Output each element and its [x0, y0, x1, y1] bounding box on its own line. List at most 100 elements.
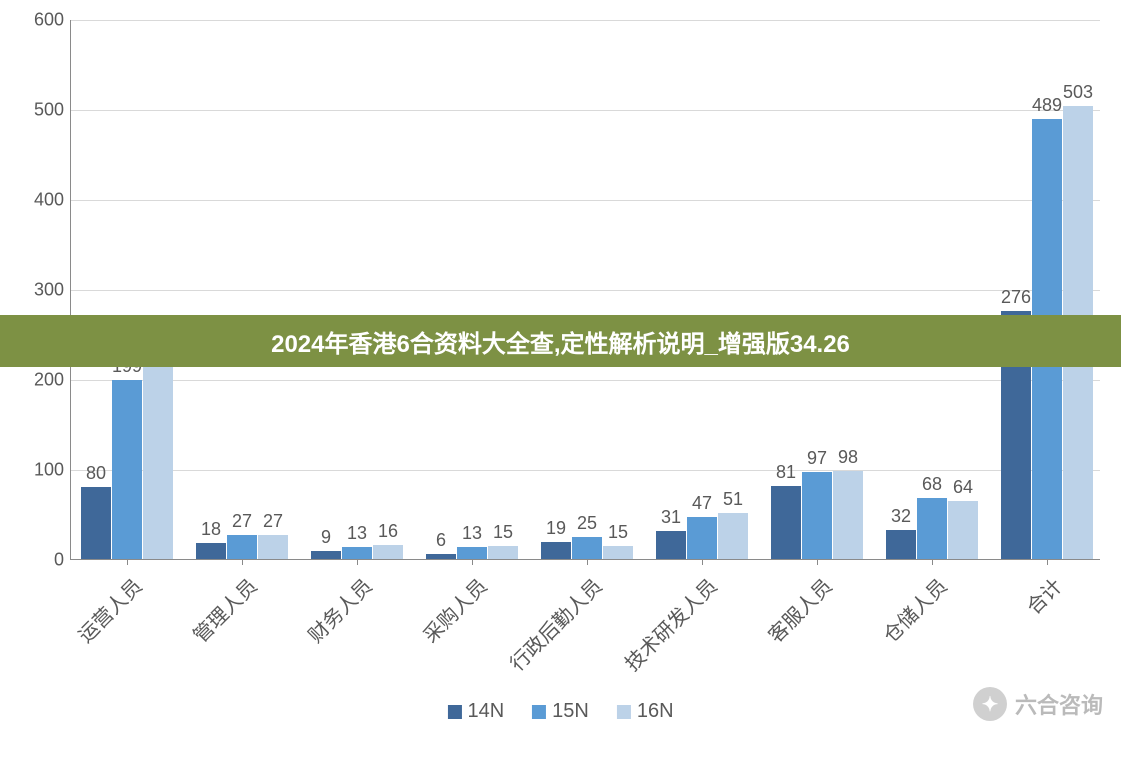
- bar-value-label: 81: [776, 462, 796, 483]
- y-tick-label: 200: [34, 370, 64, 391]
- x-tick: [702, 559, 703, 565]
- legend-swatch: [617, 705, 631, 719]
- y-axis: 0100200300400500600: [20, 20, 70, 560]
- x-tick: [242, 559, 243, 565]
- bar-value-label: 16: [378, 521, 398, 542]
- y-tick-label: 300: [34, 280, 64, 301]
- bar-value-label: 503: [1063, 82, 1093, 103]
- bar-value-label: 15: [608, 522, 628, 543]
- bar: 32: [886, 530, 916, 559]
- bar-value-label: 13: [347, 523, 367, 544]
- legend-item: 15N: [532, 700, 589, 723]
- bar: 98: [833, 471, 863, 559]
- x-tick: [587, 559, 588, 565]
- legend-item: 16N: [617, 700, 674, 723]
- bar: 19: [541, 542, 571, 559]
- bar-value-label: 18: [201, 519, 221, 540]
- bar-value-label: 47: [692, 493, 712, 514]
- bar-value-label: 80: [86, 463, 106, 484]
- bar: 16: [373, 545, 403, 559]
- bar: 47: [687, 517, 717, 559]
- y-tick-label: 100: [34, 460, 64, 481]
- x-tick: [932, 559, 933, 565]
- bar-group: 314751技术研发人员: [656, 20, 748, 559]
- bar: 15: [603, 546, 633, 560]
- bar: 97: [802, 472, 832, 559]
- bar-group: 182727管理人员: [196, 20, 288, 559]
- x-tick-label: 管理人员: [185, 571, 262, 648]
- bar-value-label: 64: [953, 477, 973, 498]
- bar: 51: [718, 513, 748, 559]
- bar-group: 80199217运营人员: [81, 20, 173, 559]
- bar-value-label: 19: [546, 518, 566, 539]
- x-tick: [357, 559, 358, 565]
- bar-value-label: 9: [321, 527, 331, 548]
- bar-group: 276489503合计: [1001, 20, 1093, 559]
- x-tick-label: 仓储人员: [875, 571, 952, 648]
- bar: 6: [426, 554, 456, 559]
- bar-group: 61315采购人员: [426, 20, 518, 559]
- bar-group: 192515行政后勤人员: [541, 20, 633, 559]
- x-tick: [817, 559, 818, 565]
- bar-value-label: 25: [577, 513, 597, 534]
- bar-value-label: 276: [1001, 287, 1031, 308]
- legend-item: 14N: [447, 700, 504, 723]
- bar-value-label: 6: [436, 530, 446, 551]
- bar: 31: [656, 531, 686, 559]
- bar-value-label: 32: [891, 506, 911, 527]
- bar: 68: [917, 498, 947, 559]
- legend-label: 15N: [552, 700, 589, 723]
- bar: 27: [227, 535, 257, 559]
- bar-group: 819798客服人员: [771, 20, 863, 559]
- bar: 27: [258, 535, 288, 559]
- x-tick-label: 财务人员: [300, 571, 377, 648]
- bar-value-label: 51: [723, 489, 743, 510]
- watermark: ✦ 六合咨询: [973, 687, 1103, 721]
- bar-value-label: 15: [493, 522, 513, 543]
- x-tick-label: 客服人员: [760, 571, 837, 648]
- legend-label: 14N: [467, 700, 504, 723]
- x-tick-label: 技术研发人员: [617, 571, 722, 676]
- watermark-text: 六合咨询: [1015, 688, 1103, 720]
- bar: 217: [143, 364, 173, 559]
- bar: 13: [342, 547, 372, 559]
- x-tick-label: 合计: [1019, 571, 1068, 620]
- bar: 13: [457, 547, 487, 559]
- bar-value-label: 27: [232, 511, 252, 532]
- x-tick-label: 运营人员: [70, 571, 147, 648]
- bar: 9: [311, 551, 341, 559]
- bar: 18: [196, 543, 226, 559]
- bar: 199: [112, 380, 142, 559]
- bar: 64: [948, 501, 978, 559]
- bar-group: 326864仓储人员: [886, 20, 978, 559]
- x-tick: [472, 559, 473, 565]
- legend-label: 16N: [637, 700, 674, 723]
- legend-swatch: [447, 705, 461, 719]
- watermark-icon: ✦: [973, 687, 1007, 721]
- x-tick: [1047, 559, 1048, 565]
- y-tick-label: 0: [54, 550, 64, 571]
- x-tick-label: 采购人员: [415, 571, 492, 648]
- bar: 81: [771, 486, 801, 559]
- plot-area: 80199217运营人员182727管理人员91316财务人员61315采购人员…: [70, 20, 1100, 560]
- bar-group: 91316财务人员: [311, 20, 403, 559]
- legend-swatch: [532, 705, 546, 719]
- bar: 80: [81, 487, 111, 559]
- bar: 25: [572, 537, 602, 560]
- bar-value-label: 31: [661, 507, 681, 528]
- overlay-text: 2024年香港6合资料大全查,定性解析说明_增强版34.26: [271, 324, 850, 359]
- x-tick: [127, 559, 128, 565]
- bar-value-label: 97: [807, 448, 827, 469]
- y-tick-label: 500: [34, 100, 64, 121]
- y-tick-label: 600: [34, 10, 64, 31]
- x-tick-label: 行政后勤人员: [502, 571, 607, 676]
- bar-value-label: 489: [1032, 95, 1062, 116]
- overlay-banner: 2024年香港6合资料大全查,定性解析说明_增强版34.26: [0, 315, 1121, 367]
- y-tick-label: 400: [34, 190, 64, 211]
- bar-value-label: 27: [263, 511, 283, 532]
- bar-value-label: 98: [838, 447, 858, 468]
- bar-value-label: 68: [922, 474, 942, 495]
- chart: 0100200300400500600 80199217运营人员182727管理…: [20, 20, 1100, 580]
- legend: 14N 15N 16N: [447, 700, 673, 723]
- bar-value-label: 13: [462, 523, 482, 544]
